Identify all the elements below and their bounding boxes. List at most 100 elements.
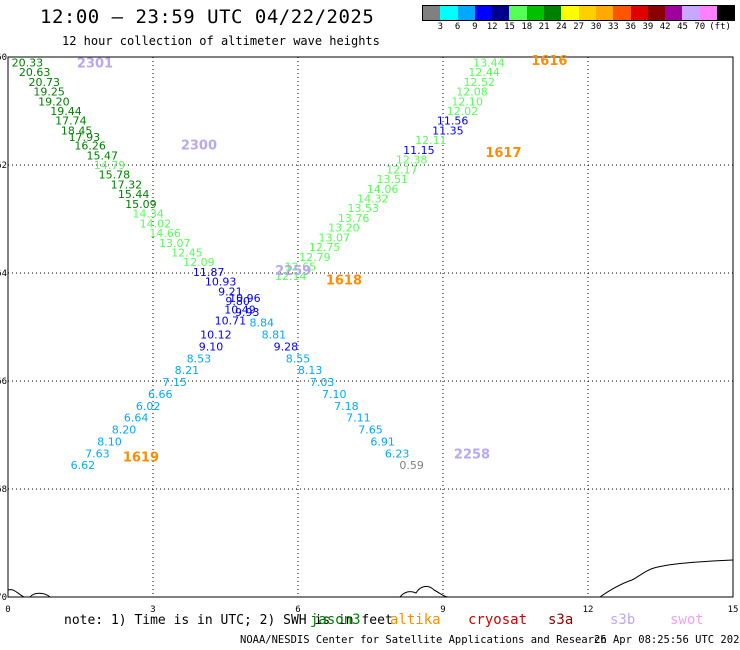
swh-data-label: 12.09: [183, 256, 215, 269]
swh-data-label: 12.38: [396, 154, 428, 167]
colorbar-label: 36: [625, 22, 637, 32]
swh-data-label: 9.93: [235, 306, 260, 319]
time-label: 2259: [275, 264, 311, 279]
colorbar-swatch: [492, 6, 510, 20]
y-tick-label: 64: [0, 269, 7, 279]
footer-timestamp: 26 Apr 08:25:56 UTC 2025: [594, 634, 740, 646]
swh-data-label: 10.49: [224, 304, 256, 317]
swh-data-label: 7.65: [358, 424, 383, 437]
colorbar-labels: 3 6 9 12 15 18 21 24 27 30 33 36 39 42 45 70 (ft): [422, 22, 740, 34]
legend-item-s3a: s3a: [548, 612, 574, 628]
swh-data-label: 12.11: [415, 134, 447, 147]
colorbar-swatch: [613, 6, 631, 20]
swh-data-label: 11.87: [193, 266, 225, 279]
legend-item-s3b: s3b: [610, 612, 636, 628]
swh-data-label: 9.28: [274, 340, 299, 353]
colorbar-swatch: [699, 6, 718, 20]
swh-data-label: 6.91: [370, 435, 395, 448]
swh-data-label: 13.07: [159, 237, 191, 250]
swh-data-label: 12.17: [386, 163, 418, 176]
swh-data-label: 19.44: [50, 105, 82, 118]
swh-data-label: 18.45: [61, 124, 93, 137]
colorbar-label: 3: [437, 22, 444, 32]
y-tick-label: 60: [0, 53, 7, 63]
coastline: [29, 592, 51, 598]
swh-data-label: 7.10: [322, 388, 347, 401]
swh-data-label: 14.02: [140, 217, 172, 230]
swh-data-label: 13.53: [348, 202, 380, 215]
y-tick-label: 62: [0, 161, 7, 171]
swh-data-label: 12.79: [299, 251, 331, 264]
colorbar-unit: (ft): [709, 22, 731, 32]
chart-note: note: 1) Time is in UTC; 2) SWH is in fe…: [64, 613, 393, 628]
colorbar-swatch: [509, 6, 527, 20]
swh-data-label: 10.93: [205, 276, 237, 289]
colorbar-label: 45: [677, 22, 688, 32]
time-label: 2300: [181, 138, 217, 153]
swh-data-label: 20.63: [19, 66, 51, 79]
swh-data-label: 10.96: [229, 292, 261, 305]
swh-data-label: 17.32: [111, 178, 143, 191]
coastline: [7, 589, 25, 598]
time-label: 1619: [123, 451, 159, 466]
colorbar-swatch: [717, 6, 735, 20]
time-label: 1617: [485, 146, 521, 161]
swh-data-label: 13.76: [338, 212, 370, 225]
swh-data-label: 9.10: [199, 340, 224, 353]
colorbar-label: 9: [472, 22, 478, 32]
colorbar-label: 12: [486, 22, 498, 32]
coastline: [399, 585, 449, 598]
swh-data-label: 10.71: [215, 315, 247, 328]
colorbar-swatch: [474, 6, 493, 20]
footer-organization: NOAA/NESDIS Center for Satellite Applica…: [240, 634, 607, 646]
swh-data-label: 8.13: [298, 364, 323, 377]
swh-data-label: 7.63: [85, 447, 110, 460]
colorbar-swatch: [440, 6, 458, 20]
swh-data-label: 8.21: [175, 364, 200, 377]
swh-data-label: 8.55: [286, 352, 311, 365]
swh-data-label: 8.84: [250, 317, 275, 330]
chart-title: 12:00 — 23:59 UTC 04/22/2025: [40, 6, 375, 28]
swh-data-label: 6.62: [71, 459, 96, 472]
swh-data-label: 14.34: [132, 208, 164, 221]
time-label: 2258: [454, 447, 490, 462]
colorbar-swatch: [423, 6, 441, 20]
colorbar-swatch: [595, 6, 614, 20]
x-tick-label: 3: [150, 605, 155, 615]
time-label: 1618: [326, 273, 362, 288]
swh-data-label: 0.59: [399, 459, 424, 472]
colorbar-label: 6: [454, 22, 461, 32]
swh-data-label: 12.10: [451, 95, 483, 108]
legend-item-jason3: jason3: [310, 612, 361, 628]
swh-data-label: 9.21: [218, 285, 243, 298]
colorbar-swatch: [630, 6, 648, 20]
y-tick-label: 68: [0, 485, 7, 495]
x-tick-label: 6: [295, 605, 300, 615]
swh-data-label: 12.45: [171, 246, 203, 259]
swh-data-label: 14.66: [149, 227, 181, 240]
chart-subtitle: 12 hour collection of altimeter wave hei…: [62, 34, 380, 48]
swh-data-label: 7.18: [334, 400, 359, 413]
colorbar-label: 27: [573, 22, 585, 32]
swh-data-label: 19.20: [38, 95, 70, 108]
swh-data-label: 7.15: [163, 376, 188, 389]
swh-data-label: 17.93: [69, 131, 101, 144]
colorbar: [422, 5, 736, 21]
colorbar-swatch: [526, 6, 545, 20]
legend-item-swot: swot: [670, 612, 704, 628]
colorbar-swatch: [665, 6, 683, 20]
colorbar-label: 42: [659, 22, 671, 32]
colorbar-swatch: [457, 6, 475, 20]
colorbar-label: 15: [504, 22, 515, 32]
swh-data-label: 12.08: [456, 86, 488, 99]
colorbar-label: 18: [521, 22, 533, 32]
colorbar-label: 24: [555, 22, 567, 32]
swh-data-label: 17.74: [55, 115, 87, 128]
x-tick-label: 12: [583, 605, 594, 615]
swh-data-label: 13.20: [328, 222, 360, 235]
swh-data-label: 7.03: [310, 376, 335, 389]
swh-data-label: 15.78: [99, 169, 131, 182]
swh-data-label: 15.44: [118, 188, 150, 201]
swh-data-label: 6.64: [124, 412, 149, 425]
colorbar-swatch: [647, 6, 666, 20]
